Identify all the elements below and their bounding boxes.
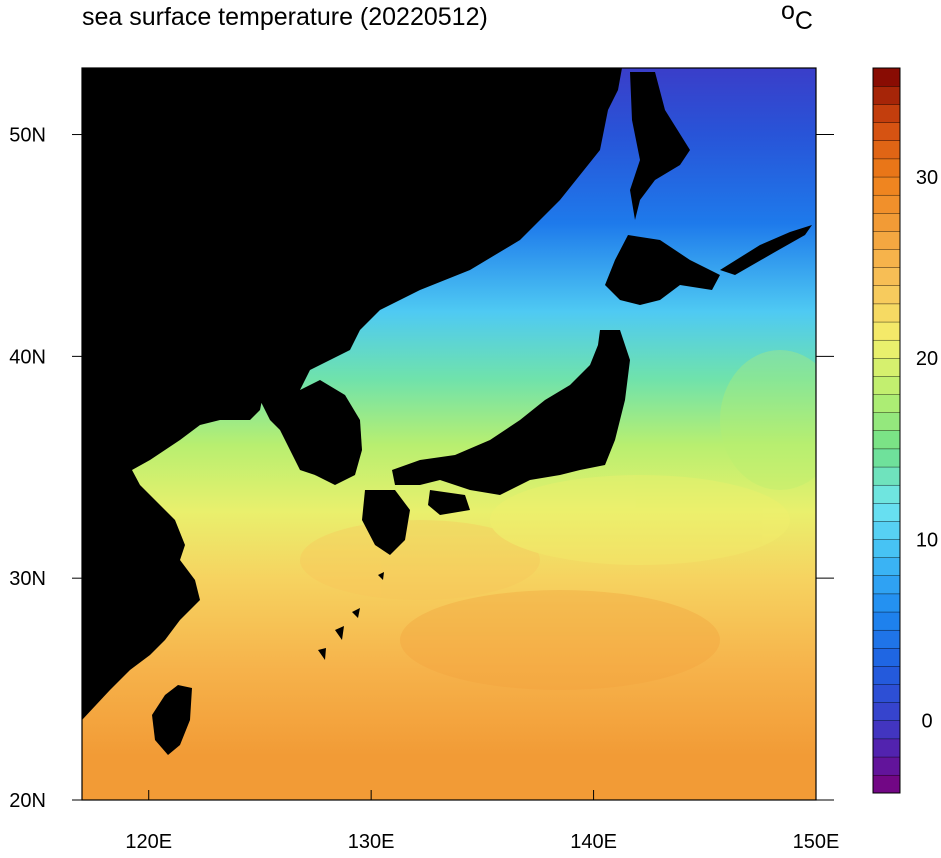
colorbar (872, 67, 901, 794)
colorbar-cell (872, 321, 901, 341)
colorbar-cell (872, 67, 901, 87)
colorbar-cell (872, 267, 901, 286)
lon-axis: 120E 130E 140E 150E (125, 68, 839, 853)
colorbar-cell (872, 611, 901, 631)
lat-axis: 20N 30N 40N 50N (9, 125, 834, 812)
colorbar-tick-label: 20 (916, 348, 938, 370)
colorbar-cell (872, 375, 901, 395)
colorbar-cell (872, 212, 901, 232)
honshu (392, 330, 630, 495)
colorbar-cell (872, 194, 901, 214)
kyushu (362, 490, 410, 555)
colorbar-cell (872, 249, 901, 268)
kuril-islands (720, 225, 812, 275)
hokkaido (605, 235, 720, 305)
colorbar-cell (872, 303, 901, 323)
colorbar-cell (872, 702, 901, 721)
colorbar-cell (872, 357, 901, 377)
taiwan (152, 685, 192, 755)
colorbar-frame (872, 67, 901, 794)
lon-tick-label: 120E (125, 831, 172, 853)
colorbar-tick-label: 10 (916, 529, 938, 551)
colorbar-cell (872, 394, 901, 413)
colorbar-cell (872, 738, 901, 758)
ryukyu-islands (318, 572, 384, 660)
colorbar-cell (872, 140, 901, 160)
lat-tick-label: 30N (9, 568, 46, 590)
map-panel (82, 68, 816, 800)
colorbar-cell (872, 104, 901, 123)
lon-tick-label: 150E (793, 831, 840, 853)
colorbar-cell (872, 665, 901, 685)
colorbar-cell (872, 684, 901, 703)
colorbar-cell (872, 756, 901, 776)
colorbar-cell (872, 557, 901, 576)
map-title: sea surface temperature (20220512) (82, 3, 488, 31)
colorbar-cell (872, 575, 901, 595)
colorbar-cell (872, 412, 901, 431)
colorbar-cell (872, 502, 901, 522)
lat-tick-label: 40N (9, 346, 46, 368)
colorbar-cell (872, 720, 901, 740)
unit-degree: o (781, 0, 795, 25)
colorbar-cell (872, 230, 901, 250)
lat-tick-label: 50N (9, 125, 46, 147)
land-mass (82, 68, 812, 755)
colorbar-cell (872, 774, 901, 794)
lon-tick-label: 130E (348, 831, 395, 853)
colorbar-cell (872, 593, 901, 613)
asian-continent (82, 68, 622, 720)
warm-eddies (300, 350, 816, 690)
colorbar-cell (872, 539, 901, 558)
colorbar-cell (872, 158, 901, 178)
colorbar-cell (872, 484, 901, 504)
colorbar-cell (872, 430, 901, 450)
colorbar-cell (872, 647, 901, 667)
colorbar-cell (872, 122, 901, 141)
colorbar-cell (872, 285, 901, 305)
unit-celsius: C (795, 7, 813, 35)
colorbar-cell (872, 448, 901, 468)
colorbar-tick-label: 0 (921, 711, 932, 733)
colorbar-cell (872, 466, 901, 486)
shikoku (428, 490, 470, 515)
korean-peninsula (300, 380, 362, 485)
map-frame (81, 67, 817, 801)
colorbar-cell (872, 85, 901, 105)
colorbar-labels: 0 10 20 30 (916, 167, 938, 733)
unit-label: oC (781, 0, 813, 35)
colorbar-cell (872, 176, 901, 196)
sakhalin (630, 72, 690, 220)
colorbar-tick-label: 30 (916, 167, 938, 189)
lon-tick-label: 140E (570, 831, 617, 853)
colorbar-cell (872, 339, 901, 359)
colorbar-cell (872, 520, 901, 540)
lat-tick-label: 20N (9, 790, 46, 812)
colorbar-cell (872, 629, 901, 649)
